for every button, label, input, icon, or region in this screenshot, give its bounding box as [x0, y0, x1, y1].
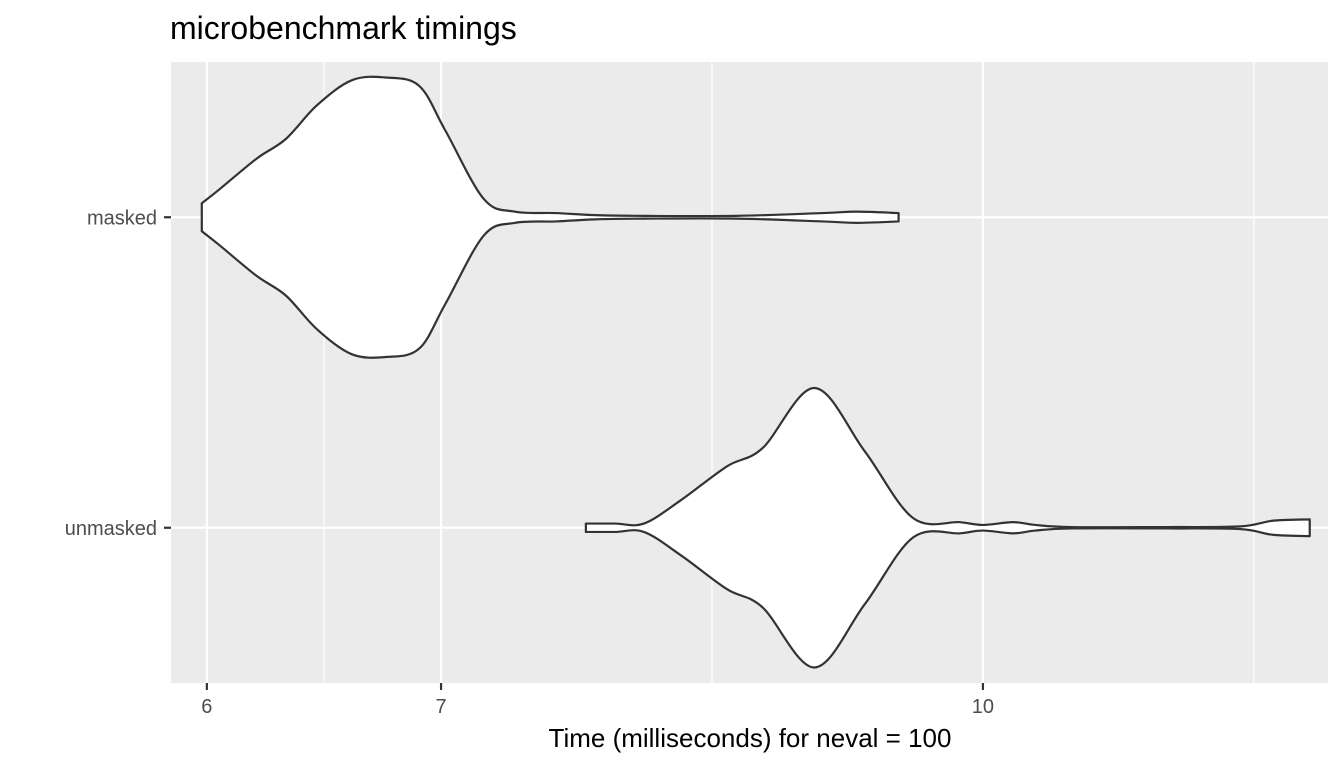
y-axis: masked unmasked [65, 207, 171, 540]
violin-masked [200, 75, 900, 359]
violins [200, 75, 1311, 669]
x-tick-label: 6 [201, 696, 212, 718]
x-tick-label: 10 [972, 696, 994, 718]
y-tick-label: masked [87, 207, 157, 229]
y-tick-label: unmasked [65, 518, 157, 540]
chart-title: microbenchmark timings [170, 10, 517, 46]
x-tick-label: 7 [435, 696, 446, 718]
violin-unmasked [584, 386, 1311, 669]
x-axis: 6 7 10 [201, 683, 994, 718]
x-axis-title: Time (milliseconds) for neval = 100 [549, 723, 952, 753]
